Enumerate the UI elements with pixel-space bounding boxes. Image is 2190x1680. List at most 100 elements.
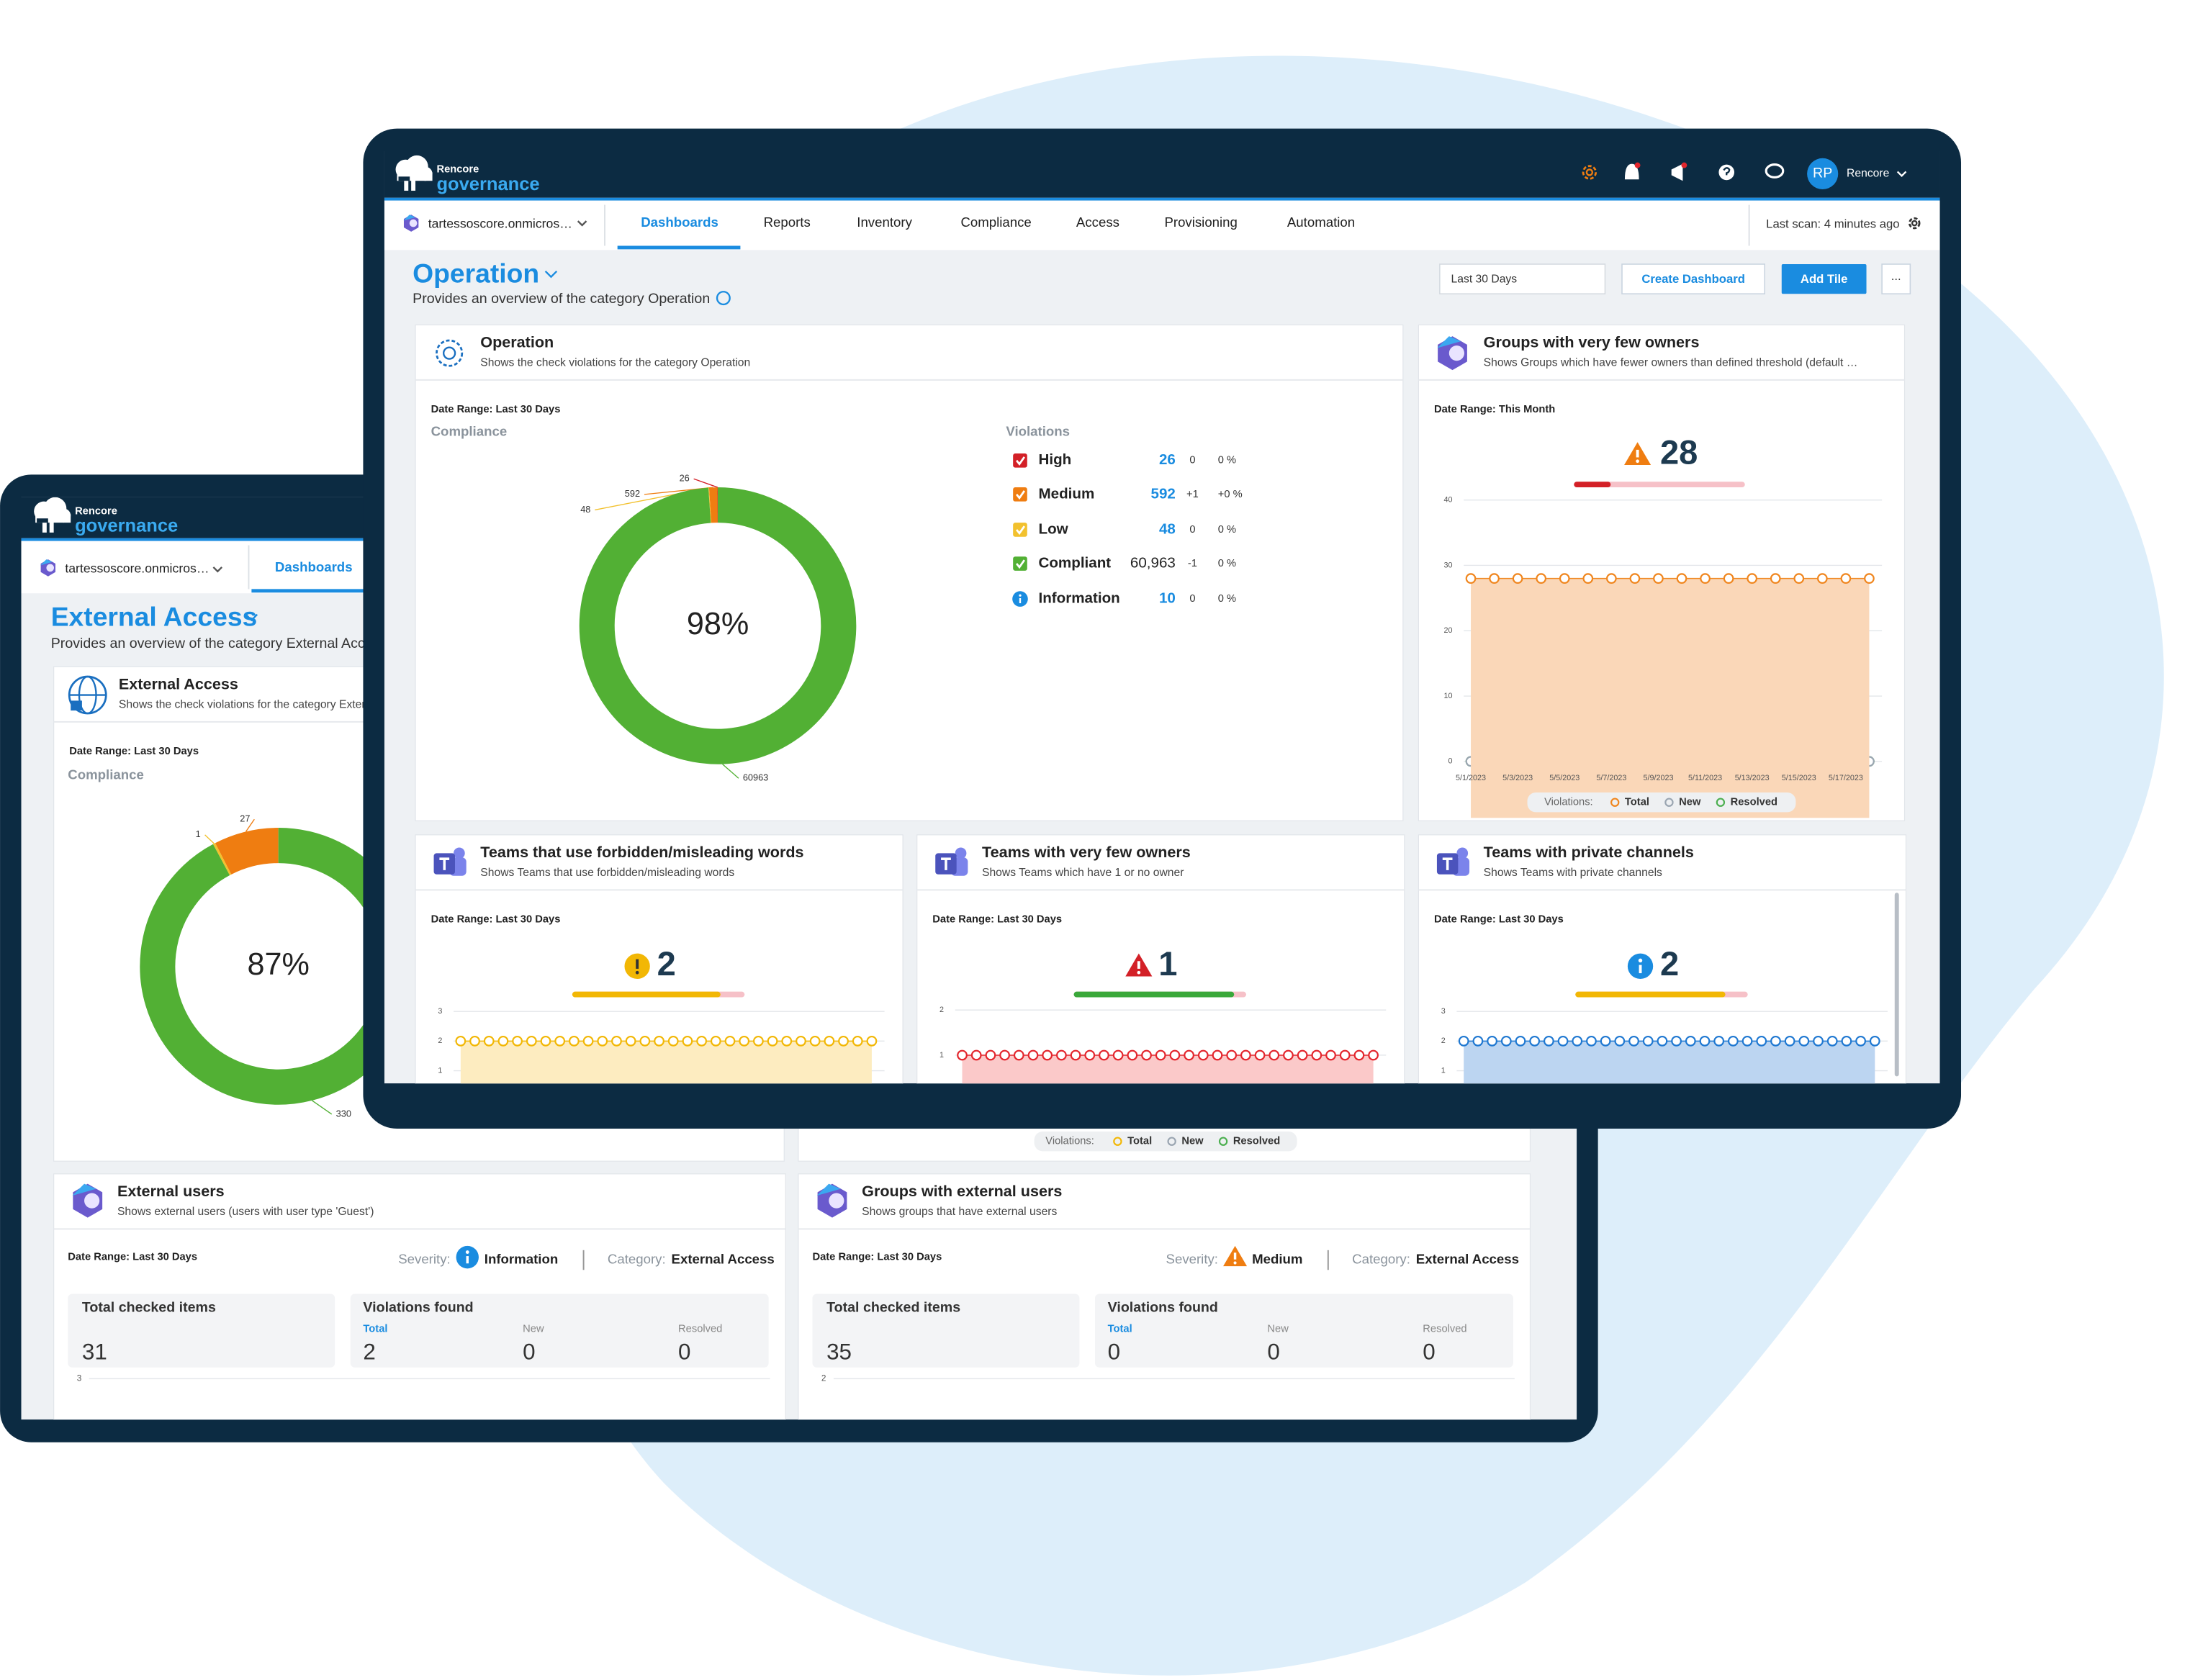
data-point bbox=[1240, 1049, 1251, 1061]
date-filter[interactable]: Last 30 Days bbox=[1451, 274, 1518, 286]
legend-item: Total bbox=[1127, 1136, 1152, 1147]
kpi-bar-track bbox=[1574, 482, 1745, 488]
nav-item[interactable]: Automation bbox=[1287, 214, 1355, 230]
severity-value: Information bbox=[485, 1251, 558, 1266]
y-tick-label: 3 bbox=[438, 1007, 442, 1016]
nav-item[interactable]: Reports bbox=[764, 214, 811, 230]
data-point bbox=[1368, 1049, 1379, 1061]
violation-name: Information bbox=[1039, 590, 1120, 607]
data-point bbox=[739, 1036, 750, 1047]
feedback-icon bbox=[1765, 163, 1785, 179]
gear-icon-hub bbox=[1585, 168, 1594, 176]
donut-value-label: 26 bbox=[680, 473, 690, 484]
legend-box bbox=[1527, 792, 1796, 813]
tile-subtitle: Shows the check violations for the categ… bbox=[119, 698, 420, 710]
data-point bbox=[1629, 573, 1641, 584]
button-filled bbox=[1781, 263, 1867, 294]
data-point bbox=[654, 1036, 664, 1047]
add-tile-button[interactable]: Add Tile bbox=[1801, 272, 1847, 286]
brand-product: governance bbox=[436, 174, 539, 194]
data-point bbox=[1723, 573, 1734, 584]
y-tick-label: 40 bbox=[1444, 496, 1453, 505]
status-checkbox bbox=[1013, 453, 1027, 468]
x-tick-label: 5/13/2023 bbox=[1735, 774, 1770, 782]
area-fill bbox=[1464, 1041, 1875, 1084]
chevron-icon bbox=[577, 220, 587, 227]
data-point bbox=[1586, 1036, 1597, 1047]
violation-name: Medium bbox=[1039, 485, 1095, 502]
data-point bbox=[1325, 1049, 1336, 1061]
data-point bbox=[1813, 1036, 1824, 1047]
data-point bbox=[1657, 1036, 1668, 1047]
tile-title: External users bbox=[117, 1182, 225, 1200]
tile-title: Groups with external users bbox=[862, 1182, 1062, 1200]
tile-subtitle: Shows the check violations for the categ… bbox=[480, 357, 750, 369]
data-point bbox=[625, 1036, 636, 1047]
donut-leader bbox=[312, 1100, 333, 1115]
status-checkbox bbox=[1013, 523, 1027, 537]
data-point bbox=[1798, 1036, 1810, 1047]
legend-title: Violations: bbox=[1045, 1136, 1094, 1147]
page-title: External Access bbox=[51, 601, 258, 631]
legend-marker bbox=[1113, 1137, 1122, 1146]
notification-badge bbox=[1634, 162, 1641, 168]
data-point bbox=[1869, 1036, 1880, 1047]
data-point bbox=[1297, 1049, 1308, 1061]
data-point bbox=[1515, 1036, 1526, 1047]
data-point bbox=[1254, 1049, 1266, 1061]
data-point bbox=[1557, 1036, 1569, 1047]
data-point bbox=[1614, 1036, 1626, 1047]
data-point bbox=[469, 1036, 480, 1047]
tile-subtitle: Shows groups that have external users bbox=[862, 1206, 1057, 1218]
violation-change: -1 bbox=[1188, 558, 1197, 569]
donut-value-label: 27 bbox=[240, 813, 250, 824]
data-point bbox=[985, 1049, 996, 1061]
data-point bbox=[1536, 573, 1547, 584]
category-value: External Access bbox=[1416, 1251, 1519, 1266]
category-label: Category: bbox=[1352, 1251, 1410, 1266]
more-button[interactable]: ... bbox=[1891, 269, 1901, 283]
nav-item[interactable]: Compliance bbox=[960, 214, 1031, 230]
logo-base bbox=[37, 518, 48, 523]
severity-icon-glyph bbox=[635, 970, 639, 975]
data-point bbox=[1127, 1049, 1138, 1061]
violation-percent: +0 % bbox=[1218, 489, 1243, 500]
tenant-selector: tartessoscore.onmicros… bbox=[428, 217, 572, 231]
create-dashboard-button[interactable]: Create Dashboard bbox=[1641, 272, 1745, 286]
kpi-bar-fill bbox=[1574, 482, 1611, 488]
category-value: External Access bbox=[672, 1251, 775, 1266]
tile bbox=[916, 834, 1405, 1084]
nav-item[interactable]: Access bbox=[1076, 214, 1119, 230]
last-scan: Last scan: 4 minutes ago bbox=[1766, 217, 1899, 230]
kpi-value: 2 bbox=[657, 944, 676, 983]
tile-subtitle: Shows Teams which have 1 or no owner bbox=[982, 867, 1184, 879]
legend-title: Violations: bbox=[1544, 797, 1593, 808]
tile-date-range: Date Range: Last 30 Days bbox=[431, 404, 561, 415]
m365-icon-inner bbox=[1448, 346, 1464, 361]
nav-item-active[interactable]: Dashboards bbox=[641, 214, 718, 230]
data-point bbox=[1027, 1049, 1039, 1061]
stat-label: Violations found bbox=[1108, 1299, 1218, 1315]
data-point bbox=[1605, 573, 1617, 584]
data-point bbox=[1600, 1036, 1611, 1047]
legend-item: New bbox=[1679, 797, 1701, 808]
stat-label: Total checked items bbox=[826, 1299, 960, 1315]
page-subtitle: Provides an overview of the category Ope… bbox=[413, 291, 710, 307]
section-label: Compliance bbox=[431, 423, 508, 438]
y-tick-label: 3 bbox=[1441, 1007, 1446, 1016]
nav-item[interactable]: Inventory bbox=[857, 214, 912, 230]
kpi-bar-fill bbox=[1575, 991, 1726, 998]
data-point bbox=[1070, 1049, 1081, 1061]
data-point bbox=[682, 1036, 693, 1047]
tile-date-range: Date Range: Last 30 Days bbox=[1434, 913, 1564, 925]
tile-title: Operation bbox=[480, 333, 554, 351]
tile-subtitle: Shows Groups which have fewer owners tha… bbox=[1484, 357, 1858, 369]
data-point bbox=[1155, 1049, 1166, 1061]
nav-item[interactable]: Provisioning bbox=[1164, 214, 1237, 230]
user-name: Rencore bbox=[1847, 168, 1890, 180]
app-header bbox=[384, 150, 1940, 198]
data-point bbox=[1489, 573, 1500, 584]
violation-percent: 0 % bbox=[1218, 593, 1236, 605]
